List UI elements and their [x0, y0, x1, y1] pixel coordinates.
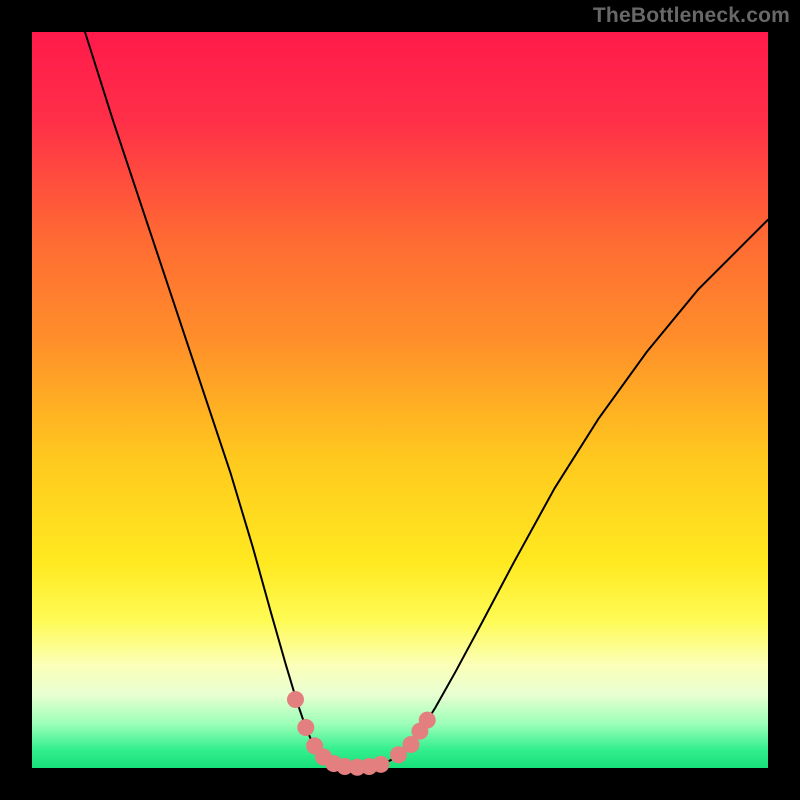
curve-marker [419, 712, 436, 729]
curve-marker [287, 691, 304, 708]
curve-marker [372, 756, 389, 773]
watermark-text: TheBottleneck.com [593, 4, 790, 28]
plot-area [32, 32, 768, 768]
marker-group [287, 691, 436, 776]
chart-container: TheBottleneck.com [0, 0, 800, 800]
curve-svg [32, 32, 768, 768]
curve-marker [297, 719, 314, 736]
bottleneck-curve [85, 32, 768, 767]
